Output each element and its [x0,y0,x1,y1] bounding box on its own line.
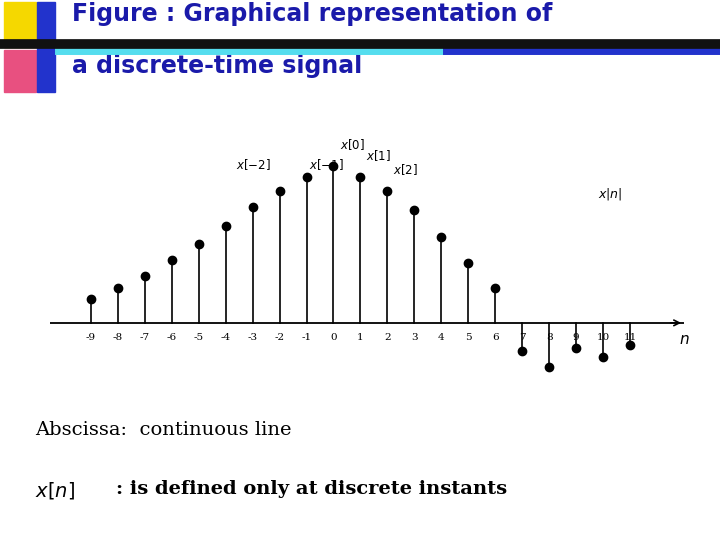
Text: a discrete-time signal: a discrete-time signal [72,55,362,78]
Text: $n$: $n$ [679,333,689,347]
Text: $x[-2]$: $x[-2]$ [236,157,271,172]
Text: $x[1]$: $x[1]$ [366,148,391,163]
Text: -7: -7 [140,333,150,342]
Bar [4,50,36,92]
Text: $x[0]$: $x[0]$ [341,137,365,152]
Text: 10: 10 [596,333,610,342]
Text: -3: -3 [248,333,258,342]
Text: 7: 7 [519,333,526,342]
Text: -8: -8 [113,333,123,342]
Text: Figure : Graphical representation of: Figure : Graphical representation of [72,2,552,26]
Text: -5: -5 [194,333,204,342]
Text: 0: 0 [330,333,337,342]
Text: -9: -9 [86,333,96,342]
Bar [4,2,36,46]
Text: : is defined only at discrete instants: : is defined only at discrete instants [116,480,507,498]
Text: $x|n|$: $x|n|$ [598,186,622,202]
Text: 4: 4 [438,333,445,342]
Text: 1: 1 [357,333,364,342]
Text: 11: 11 [624,333,636,342]
Text: $x[-1]$: $x[-1]$ [309,157,343,172]
Text: Abscissa:  continuous line: Abscissa: continuous line [35,421,292,438]
Text: -1: -1 [302,333,312,342]
Text: $x[2]$: $x[2]$ [393,162,418,177]
Bar [37,2,55,92]
Text: -2: -2 [274,333,284,342]
Text: 5: 5 [465,333,472,342]
Text: -6: -6 [166,333,177,342]
Text: 9: 9 [573,333,580,342]
Text: 3: 3 [411,333,418,342]
Text: $x[n]$: $x[n]$ [35,480,76,501]
Text: -4: -4 [220,333,230,342]
Text: 2: 2 [384,333,391,342]
Text: 6: 6 [492,333,498,342]
Text: 8: 8 [546,333,552,342]
